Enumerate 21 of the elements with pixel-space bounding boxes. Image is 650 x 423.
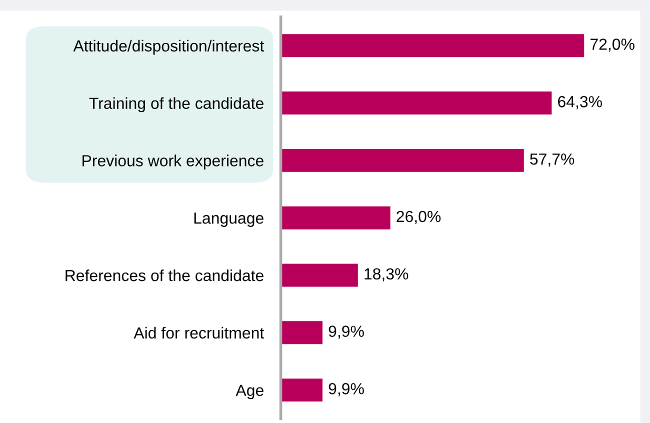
y-tick-label: Age <box>236 384 264 400</box>
data-label: 18,3% <box>364 268 408 282</box>
data-label: 64,3% <box>558 96 602 110</box>
data-label: 9,9% <box>328 326 364 339</box>
y-tick-label: Training of the candidate <box>89 97 264 112</box>
y-tick-label: References of the candidate <box>66 269 264 282</box>
data-label: 9,9% <box>328 383 364 396</box>
bar <box>280 92 552 115</box>
y-tick-label: Aid for recruitment <box>134 326 264 339</box>
bar <box>280 206 390 230</box>
data-label: 26,0% <box>396 210 441 224</box>
bar <box>280 378 323 402</box>
y-tick-label: Previous work experience <box>82 154 264 170</box>
bar <box>280 321 323 344</box>
bar <box>280 34 584 58</box>
data-label: 57,7% <box>530 153 574 167</box>
data-label: 72,0% <box>590 38 634 52</box>
y-tick-label: Language <box>194 212 264 227</box>
bar <box>280 148 524 172</box>
bar <box>280 264 358 287</box>
y-tick-label: Attitude/disposition/interest <box>73 40 264 55</box>
